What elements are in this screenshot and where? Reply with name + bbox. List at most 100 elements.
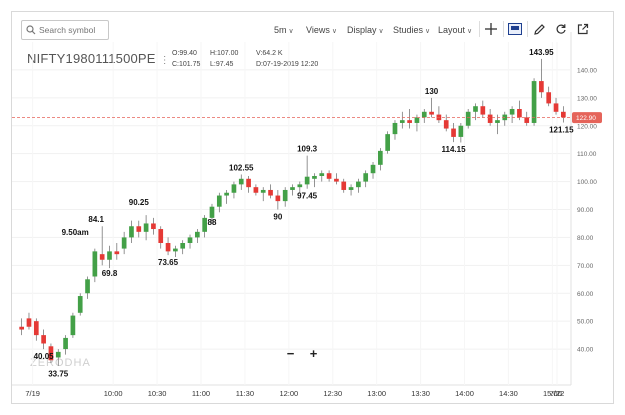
- candle-body: [370, 164, 376, 174]
- candle-body: [509, 109, 515, 115]
- price-annotation: 102.55: [229, 163, 254, 172]
- candle-body: [539, 81, 544, 93]
- interval-dropdown[interactable]: 5m ∨: [274, 25, 294, 35]
- more-options-icon[interactable]: ⋮: [159, 55, 170, 66]
- y-tick-label: 60.00: [577, 291, 594, 298]
- ohlc-volume: V:64.2 K: [256, 50, 283, 57]
- candle-body: [238, 178, 244, 185]
- candle-body: [165, 243, 171, 252]
- candle-body: [260, 189, 266, 193]
- candle-body: [194, 231, 200, 238]
- ohlc-low: L:97.45: [210, 61, 234, 68]
- x-tick-label: 15:00: [543, 389, 562, 398]
- keyboard-icon: [508, 23, 522, 35]
- zoom-out-button[interactable]: −: [286, 346, 295, 361]
- candle-body: [224, 192, 229, 196]
- chart-toolbar: 5m∨ Views∨ Display∨ Studies∨ Layout∨: [12, 12, 613, 48]
- chevron-down-icon: ∨: [378, 28, 384, 35]
- price-annotation: 90.25: [129, 198, 150, 207]
- candle-body: [114, 251, 120, 255]
- x-tick-label: 10:00: [104, 389, 123, 398]
- ohlc-high: H:107.00: [210, 50, 239, 57]
- chevron-down-icon: ∨: [288, 28, 294, 35]
- symbol-name: NIFTY1980111500PE: [27, 51, 156, 66]
- x-tick-label: 14:30: [499, 389, 518, 398]
- candle-body: [414, 117, 420, 123]
- candle-body: [92, 251, 98, 277]
- candle-body: [531, 81, 537, 123]
- candle-body: [136, 226, 142, 232]
- chevron-down-icon: ∨: [331, 28, 337, 35]
- candle-body: [158, 229, 164, 243]
- y-tick-label: 130.00: [577, 95, 597, 102]
- display-label: Display: [347, 25, 377, 35]
- candle-body: [341, 181, 347, 190]
- x-tick-label: 14:00: [455, 389, 474, 398]
- candlestick-chart[interactable]: 40.00 50.00 60.00 70.00 80.00 90.00 100.00 110.…: [12, 12, 613, 403]
- toolbar-divider: [527, 21, 528, 37]
- price-annotation: 40.05: [34, 352, 55, 361]
- candle-body: [33, 321, 39, 336]
- layout-menu[interactable]: Layout ∨: [438, 25, 472, 35]
- pencil-icon: [533, 23, 545, 35]
- candle-body: [85, 279, 90, 294]
- candle-body: [304, 176, 310, 185]
- candle-body: [363, 173, 369, 182]
- x-tick-label: 7/19: [25, 389, 40, 398]
- y-tick-label: 90.00: [577, 207, 594, 214]
- x-tick-label: 10:30: [148, 389, 167, 398]
- price-annotation: 130: [425, 87, 439, 96]
- refresh-icon: [556, 24, 566, 34]
- candle-body: [480, 106, 486, 115]
- symbol-search[interactable]: [21, 20, 109, 40]
- symbol-title: NIFTY1980111500PE ⋮: [27, 51, 170, 66]
- crosshair-button[interactable]: [482, 20, 500, 38]
- candle-body: [151, 223, 156, 230]
- candle-body: [246, 178, 251, 188]
- price-annotation: 109.3: [297, 145, 318, 154]
- drawing-toolbar-button[interactable]: [506, 20, 524, 38]
- candle-body: [282, 189, 288, 202]
- candle-body: [385, 134, 391, 151]
- views-menu[interactable]: Views ∨: [306, 25, 337, 35]
- x-tick-label: 11:30: [236, 389, 254, 398]
- candle-body: [173, 248, 178, 252]
- draw-button[interactable]: [530, 20, 548, 38]
- price-annotation: 9.50am: [62, 228, 89, 237]
- x-tick-label: 12:30: [323, 389, 342, 398]
- price-annotation: 143.95: [529, 48, 554, 57]
- candle-body: [26, 318, 32, 327]
- popout-button[interactable]: [574, 20, 592, 38]
- candle-body: [546, 92, 552, 104]
- zerodha-watermark: ZERODHA: [30, 357, 91, 369]
- y-tick-label: 120.00: [577, 123, 597, 130]
- price-annotation: 73.65: [158, 258, 179, 267]
- candle-body: [451, 128, 456, 137]
- candle-body: [524, 117, 530, 123]
- external-link-icon: [577, 23, 589, 35]
- zoom-in-button[interactable]: +: [309, 346, 318, 361]
- price-annotation: 69.8: [102, 269, 118, 278]
- reset-button[interactable]: [552, 20, 570, 38]
- display-menu[interactable]: Display ∨: [347, 25, 384, 35]
- candle-body: [55, 351, 61, 358]
- search-input[interactable]: [39, 23, 105, 37]
- price-annotation: 97.45: [297, 192, 318, 201]
- search-icon: [26, 25, 36, 35]
- candle-body: [253, 187, 259, 193]
- candle-body: [517, 109, 522, 118]
- candle-body: [377, 150, 383, 165]
- last-price-tag: [572, 112, 602, 124]
- candle-body: [209, 206, 215, 218]
- studies-menu[interactable]: Studies ∨: [393, 25, 430, 35]
- zoom-controls: − +: [279, 346, 325, 362]
- candle-body: [421, 111, 427, 118]
- ohlc-close: C:101.75: [172, 61, 201, 68]
- candle-body: [553, 103, 559, 112]
- candle-body: [487, 114, 493, 123]
- views-label: Views: [306, 25, 330, 35]
- candle-body: [392, 122, 398, 135]
- candle-body: [312, 176, 317, 179]
- candle-body: [143, 223, 149, 232]
- candle-body: [70, 315, 76, 336]
